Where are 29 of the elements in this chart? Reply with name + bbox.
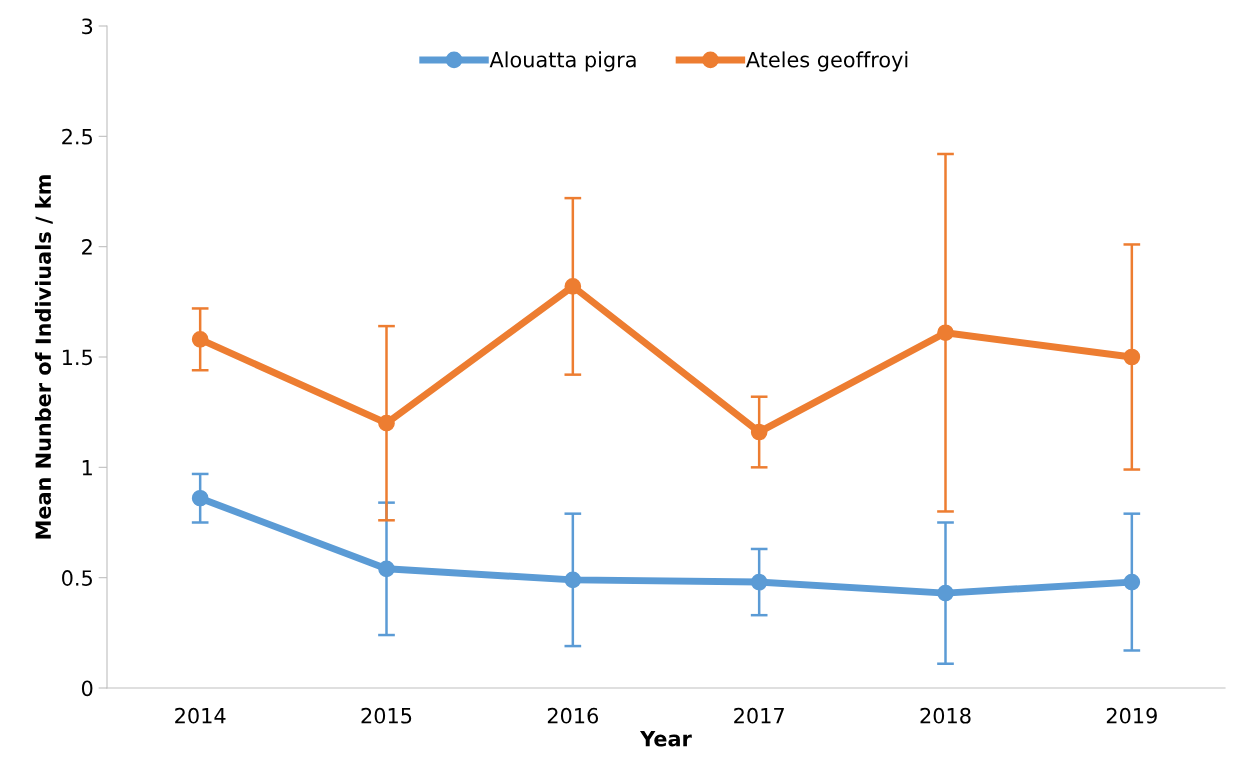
y-axis-title: Mean Nunber of Indiviuals / km [34,175,53,539]
y-tick-label: 2 [82,239,92,255]
point [750,423,768,441]
legend-label: Ateles geoffroyi [746,51,908,72]
y-tick-label: 0.5 [62,570,92,586]
legend-label: Alouatta pigra [489,51,636,72]
y-tick-label: 1 [82,460,92,476]
point [937,324,954,342]
x-tick-label: 2017 [734,707,784,724]
x-tick-label: 2014 [175,707,226,724]
point [1123,348,1141,366]
x-tick-label: 2019 [1106,707,1157,724]
point [191,489,209,507]
point [378,560,395,578]
y-tick-label: 3 [82,18,93,35]
point [564,571,582,589]
point [191,331,209,348]
point [1123,573,1141,591]
y-tick-label: 0 [81,680,93,697]
x-axis-title: Year [639,731,692,747]
y-tick-label: 2.5 [62,128,92,145]
x-tick-label: 2015 [361,707,412,724]
x-tick-label: 2018 [920,707,971,724]
point [564,278,582,295]
point [750,573,768,591]
point [378,414,395,432]
x-tick-label: 2016 [547,707,599,724]
point [937,584,954,602]
y-tick-label: 1.5 [62,349,92,366]
